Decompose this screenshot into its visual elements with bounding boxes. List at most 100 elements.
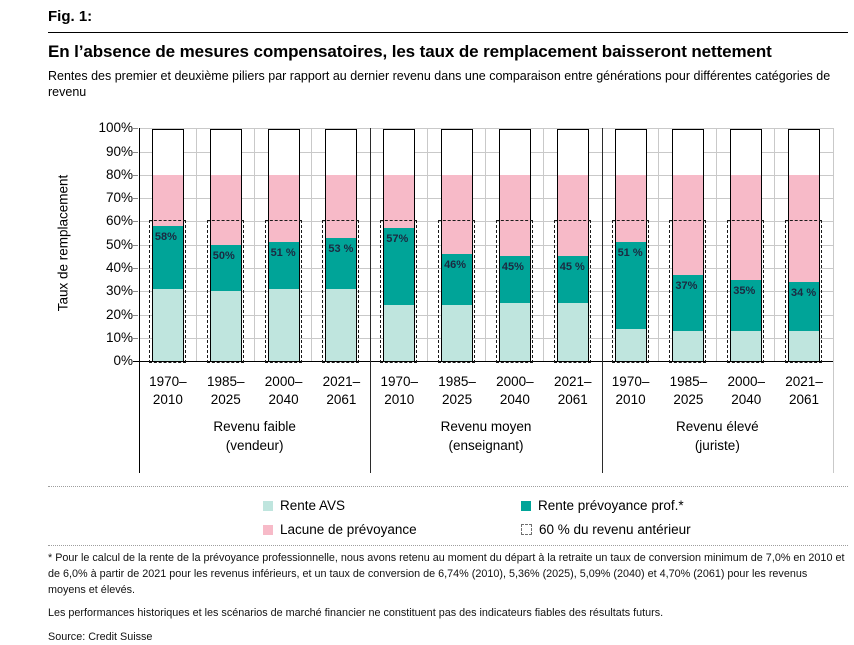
segment-prevoyance-prof <box>442 254 473 306</box>
x-tick-line1: 2021– <box>785 374 823 390</box>
y-tick-label: 100% <box>98 120 133 136</box>
x-tick-label: 2000– 2040 <box>255 373 313 409</box>
y-tick-mark <box>133 128 138 130</box>
segment-prevoyance-prof <box>384 228 415 306</box>
y-tick-mark <box>133 314 138 316</box>
bar-value-label: 37% <box>675 280 698 293</box>
y-tick-label: 70% <box>105 190 133 206</box>
gridline-h <box>139 174 833 176</box>
x-tick-line1: 2021– <box>322 374 361 390</box>
segment-rente-avs <box>615 328 646 362</box>
footnotes: * Pour le calcul de la rente de la prévo… <box>48 551 848 645</box>
segment-prevoyance-prof <box>210 244 241 292</box>
segment-rente-avs <box>384 305 415 362</box>
segment-rente-avs <box>210 291 241 362</box>
bar-value-label: 46% <box>444 259 467 272</box>
legend-swatch-dashed <box>521 524 532 536</box>
segment-prevoyance-prof <box>326 237 357 290</box>
segment-rente-avs <box>268 289 299 362</box>
x-tick-line1: 2021– <box>553 374 592 390</box>
gridline-h <box>139 268 833 270</box>
segment-lacune <box>499 174 530 257</box>
x-tick-label: 2021– 2061 <box>775 373 833 409</box>
y-tick-mark <box>133 337 138 339</box>
x-tick-line2: 2040 <box>731 392 762 408</box>
segment-lacune <box>557 174 588 257</box>
x-tick-line1: 1970– <box>149 374 187 390</box>
bar-1985-2025: 37% <box>672 129 705 363</box>
segment-prevoyance-prof <box>673 275 704 331</box>
group-label-line2: (vendeur) <box>225 438 284 454</box>
bar-value-label: 45 % <box>559 261 585 274</box>
segment-prevoyance-prof <box>615 242 646 329</box>
segment-lacune <box>615 174 646 243</box>
bar-slot: 45 % 2021– 2061 <box>544 128 602 473</box>
x-tick-line1: 1985– <box>206 374 245 390</box>
bar-value-label: 57% <box>386 233 409 246</box>
segment-prevoyance-prof <box>789 282 820 331</box>
segment-rente-avs <box>442 305 473 362</box>
x-tick-line1: 2000– <box>264 374 303 390</box>
y-tick-label: 10% <box>105 329 133 345</box>
segment-lacune <box>673 174 704 276</box>
segment-lacune <box>442 174 473 255</box>
gridline-v <box>427 128 429 362</box>
separator-line <box>48 486 848 488</box>
segment-lacune <box>268 174 299 243</box>
income-group: 57% 1970– 2010 46% 1985– 2025 45% 2000– 2040 45 %… <box>370 128 601 473</box>
x-tick-line1: 1985– <box>669 374 708 390</box>
plot-right-border <box>833 128 834 474</box>
x-tick-label: 1985– 2025 <box>659 373 717 409</box>
group-label-line1: Revenu moyen <box>440 419 532 435</box>
legend-label: Rente prévoyance prof.* <box>538 498 684 514</box>
legend-item: 60 % du revenu antérieur <box>521 522 848 537</box>
x-tick-label: 2000– 2040 <box>717 373 775 409</box>
bar-2000-2040: 45% <box>498 129 531 363</box>
legend-label: 60 % du revenu antérieur <box>539 522 691 538</box>
segment-prevoyance-prof <box>152 226 183 290</box>
bar-slot: 35% 2000– 2040 <box>717 128 776 473</box>
x-tick-label: 1970– 2010 <box>370 373 428 409</box>
gridline-v <box>774 128 776 362</box>
y-tick-label: 60% <box>105 213 133 229</box>
gridline-h <box>139 198 833 200</box>
plot-area: 100% 90% 80% 70% 60% 50% 40% 30% 20% 10% 0% 58% 1970… <box>98 120 834 474</box>
legend-item: Rente AVS <box>263 498 521 513</box>
bar-2000-2040: 51 % <box>267 129 300 363</box>
x-tick-line2: 2040 <box>499 392 530 408</box>
segment-lacune <box>789 174 820 283</box>
group-label: Revenu moyen (enseignant) <box>370 418 601 456</box>
x-tick-label: 2021– 2061 <box>544 373 602 409</box>
legend-swatch-avs <box>263 500 273 511</box>
y-tick-mark <box>133 244 138 246</box>
bar-value-label: 53 % <box>328 242 354 255</box>
x-tick-label: 2021– 2061 <box>312 373 370 409</box>
footnote-disclaimer: Les performances historiques et les scén… <box>48 607 664 620</box>
income-group: 58% 1970– 2010 50% 1985– 2025 51 % 2000– 2040 53 … <box>139 128 370 473</box>
y-tick-mark <box>133 221 138 223</box>
bar-slot: 50% 1985– 2025 <box>197 128 255 473</box>
bar-1985-2025: 46% <box>441 129 474 363</box>
source-line: Source: Credit Suisse <box>48 630 153 643</box>
y-axis-title: Taux de remplacement <box>55 174 71 312</box>
x-tick-line2: 2025 <box>673 392 704 408</box>
income-group: 51 % 1970– 2010 37% 1985– 2025 35% 2000– 2040 34 … <box>602 128 833 473</box>
x-tick-line2: 2010 <box>615 392 646 408</box>
bar-value-label: 34 % <box>791 287 817 300</box>
x-tick-line2: 2010 <box>152 392 183 408</box>
bar-2021-2061: 34 % <box>788 129 821 363</box>
gridline-h <box>139 314 833 316</box>
x-tick-line2: 2061 <box>326 392 357 408</box>
gridline-v <box>484 128 486 362</box>
segment-prevoyance-prof <box>557 256 588 303</box>
x-tick-line2: 2061 <box>557 392 588 408</box>
legend-item: Rente prévoyance prof.* <box>521 498 848 513</box>
bar-slot: 34 % 2021– 2061 <box>775 128 833 473</box>
gridline-v <box>716 128 718 362</box>
bar-2021-2061: 53 % <box>325 129 358 363</box>
footnote-conversion: * Pour le calcul de la rente de la prévo… <box>48 552 845 596</box>
x-tick-line2: 2025 <box>442 392 473 408</box>
bar-value-label: 51 % <box>270 247 296 260</box>
bar-1985-2025: 50% <box>209 129 242 363</box>
